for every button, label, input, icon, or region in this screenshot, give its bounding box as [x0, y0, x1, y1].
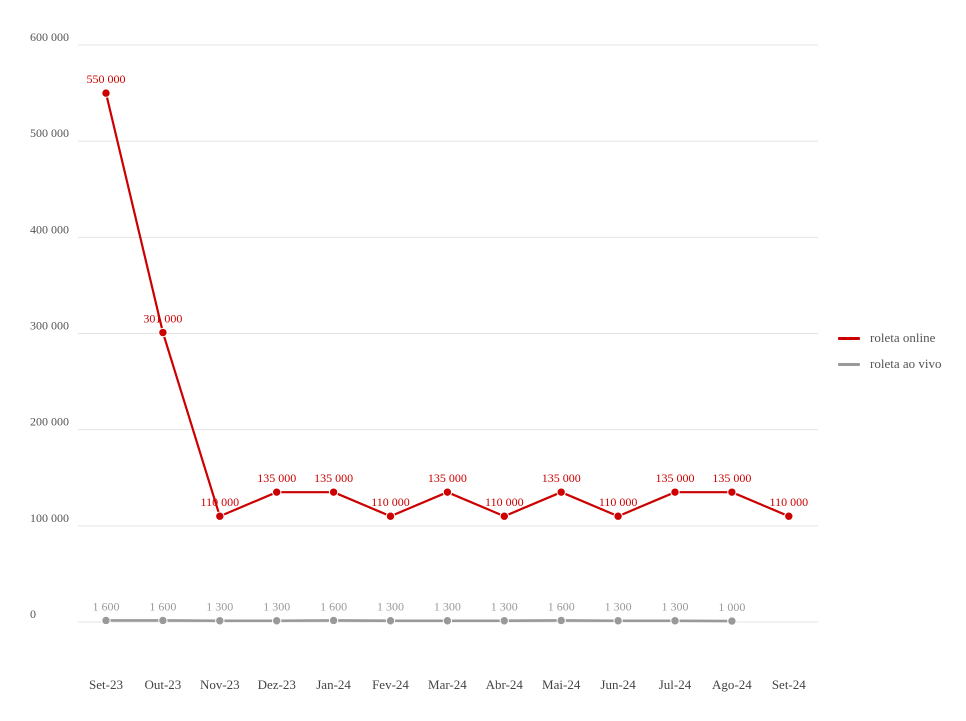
y-tick-label: 600 000 [30, 30, 69, 44]
legend-swatch [838, 337, 860, 340]
data-point[interactable] [499, 511, 509, 521]
data-point[interactable] [328, 487, 339, 497]
data-label: 1 600 [320, 599, 347, 613]
data-label: 110 000 [599, 495, 638, 509]
x-tick-label: Ago-24 [712, 677, 752, 692]
series-roleta-ao-vivo: 1 600 1 600 1 300 1 300 1 600 1 300 1 300 1 300… [93, 599, 745, 626]
data-point[interactable] [442, 487, 453, 497]
x-tick-label: Out-23 [144, 677, 181, 692]
y-axis-ticks: 0 100 000 200 000 300 000 400 000 500 000 600 … [30, 30, 69, 621]
series-line [104, 92, 790, 518]
data-label: 550 000 [87, 72, 126, 86]
legend-label: roleta ao vivo [870, 356, 942, 371]
y-tick-label: 300 000 [30, 319, 69, 333]
y-tick-label: 0 [30, 607, 36, 621]
data-label: 1 600 [548, 599, 575, 613]
data-point[interactable] [328, 615, 339, 626]
legend-item-roleta-ao-vivo[interactable]: roleta ao vivo [838, 356, 948, 372]
data-point[interactable] [784, 511, 794, 521]
data-point[interactable] [158, 615, 168, 626]
data-label: 135 000 [542, 471, 581, 485]
x-tick-label: Mar-24 [428, 677, 467, 692]
data-label: 110 000 [201, 495, 240, 509]
legend-item-roleta-online[interactable]: roleta online [838, 330, 948, 346]
data-point[interactable] [613, 616, 623, 626]
data-point[interactable] [215, 616, 225, 626]
data-label: 1 300 [377, 600, 404, 614]
data-label: 1 300 [491, 600, 518, 614]
x-tick-label: Jun-24 [600, 677, 636, 692]
legend-label: roleta online [870, 330, 936, 345]
data-point[interactable] [158, 327, 168, 338]
data-label: 135 000 [428, 471, 467, 485]
data-label: 110 000 [371, 495, 410, 509]
data-label: 1 600 [149, 599, 176, 613]
data-point[interactable] [215, 511, 225, 521]
x-tick-label: Set-23 [89, 677, 123, 692]
data-label: 1 300 [206, 600, 233, 614]
data-point[interactable] [556, 487, 566, 497]
x-tick-label: Mai-24 [542, 677, 581, 692]
data-point[interactable] [670, 616, 680, 626]
series-roleta-online: 550 000 301 000 110 000 135 000 135 000 110 0… [87, 72, 809, 521]
data-point[interactable] [442, 616, 453, 626]
data-label: 135 000 [712, 471, 751, 485]
data-point[interactable] [272, 487, 282, 497]
series-line [106, 619, 732, 623]
data-point[interactable] [613, 511, 623, 521]
data-label: 1 600 [93, 599, 120, 613]
data-label: 110 000 [485, 495, 524, 509]
data-label: 1 300 [263, 600, 290, 614]
x-tick-label: Jan-24 [316, 677, 351, 692]
y-tick-label: 500 000 [30, 126, 69, 140]
data-point[interactable] [499, 616, 509, 626]
data-point[interactable] [556, 615, 566, 626]
data-point[interactable] [101, 88, 111, 98]
data-point[interactable] [727, 616, 737, 626]
x-tick-label: Fev-24 [372, 677, 409, 692]
x-tick-label: Dez-23 [258, 677, 296, 692]
data-label: 110 000 [770, 495, 809, 509]
data-point[interactable] [385, 616, 396, 626]
data-point[interactable] [272, 616, 282, 626]
data-label: 1 300 [662, 600, 689, 614]
legend-swatch [838, 363, 860, 366]
data-point[interactable] [385, 511, 396, 521]
data-label: 135 000 [257, 471, 296, 485]
x-tick-label: Jul-24 [659, 677, 692, 692]
y-tick-label: 200 000 [30, 415, 69, 429]
data-label: 1 000 [718, 600, 745, 614]
data-label: 301 000 [143, 312, 182, 326]
x-tick-label: Nov-23 [200, 677, 240, 692]
data-label: 135 000 [656, 471, 695, 485]
series-group: 1 600 1 600 1 300 1 300 1 600 1 300 1 300 1 300… [87, 72, 809, 626]
data-label: 135 000 [314, 471, 353, 485]
legend: roleta online roleta ao vivo [838, 330, 948, 382]
gridlines [78, 44, 818, 623]
x-axis-ticks: Set-23 Out-23 Nov-23 Dez-23 Jan-24 Fev-24 Mar-… [89, 677, 806, 692]
data-point[interactable] [670, 487, 680, 497]
y-tick-label: 100 000 [30, 511, 69, 525]
y-tick-label: 400 000 [30, 222, 69, 236]
x-tick-label: Set-24 [772, 677, 806, 692]
data-label: 1 300 [434, 600, 461, 614]
data-point[interactable] [101, 615, 111, 626]
data-label: 1 300 [605, 600, 632, 614]
data-point[interactable] [727, 487, 737, 497]
x-tick-label: Abr-24 [486, 677, 524, 692]
